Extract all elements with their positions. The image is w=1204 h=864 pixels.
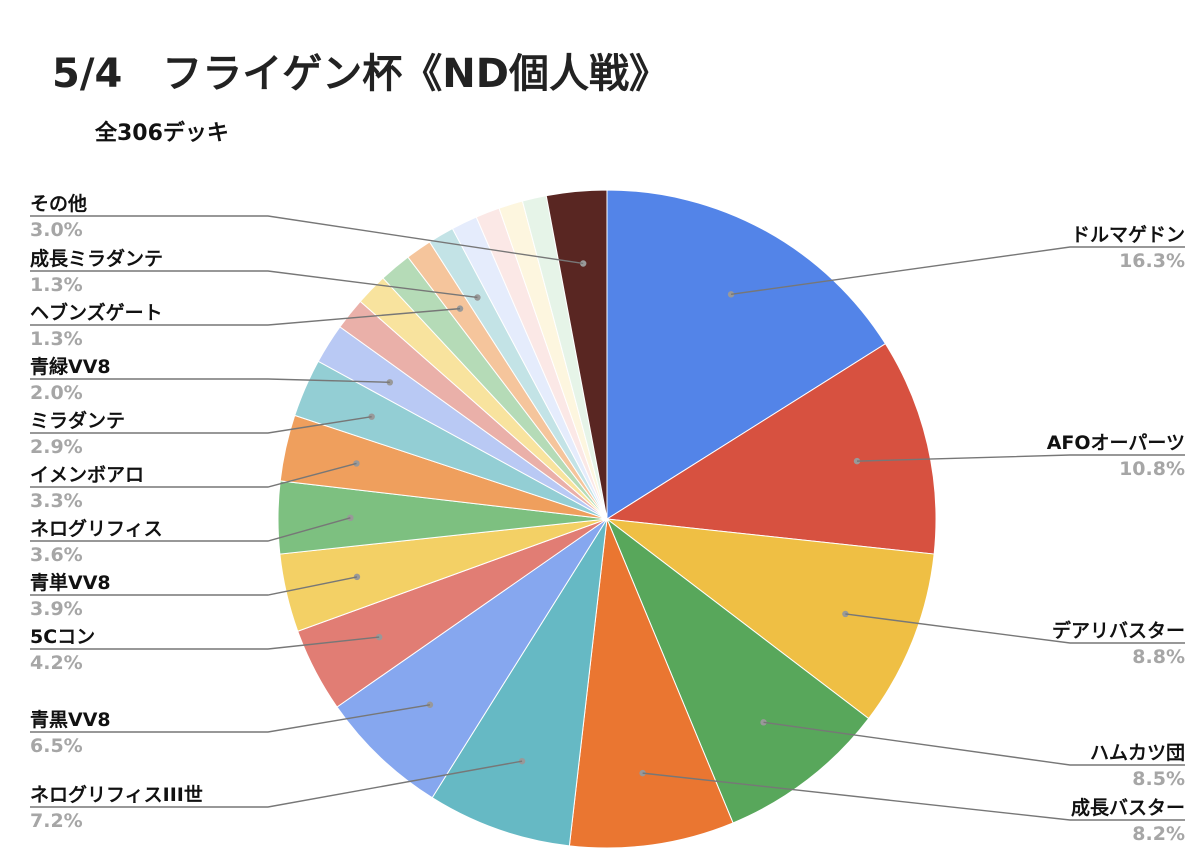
slice-5 (431, 518, 608, 847)
slice-label-name: その他 (30, 192, 87, 215)
slice-label-name: 青黒VV8 (30, 709, 111, 731)
slice-label-name: イメンボアロ (30, 464, 144, 486)
slice-label-name: 青緑VV8 (30, 355, 111, 378)
leader-line (30, 760, 523, 808)
slice-label-name: ミラダンテ (30, 409, 125, 432)
leader-line (763, 721, 1185, 766)
slice-label-name: 5Cコン (30, 626, 95, 648)
slice-2 (605, 518, 935, 720)
chart-title: 5/4 フライゲン杯《ND個人戦》 (52, 51, 669, 97)
leader-line (30, 636, 380, 650)
slice-label-name: 成長バスター (1071, 796, 1185, 819)
leader-line (30, 415, 372, 434)
chart-subtitle: 全306デッキ (94, 120, 229, 146)
slice-label-percent: 2.0% (30, 382, 83, 404)
slice-label-percent: 3.3% (30, 490, 83, 512)
leader-line (730, 246, 1185, 296)
leader-line (845, 613, 1185, 644)
leader-line (30, 270, 478, 299)
leader-line (30, 378, 390, 383)
leader-line (856, 454, 1185, 462)
slice-label-percent: 10.8% (1119, 458, 1185, 480)
slice-label-percent: 2.9% (30, 436, 83, 458)
slice-label-percent: 6.5% (30, 735, 83, 757)
slice-3 (605, 517, 870, 824)
leader-line (30, 215, 584, 265)
slice-label-name: ハムカツ団 (1090, 742, 1185, 764)
leader-line (30, 576, 358, 596)
slice-label-name: AFOオーパーツ (1047, 432, 1185, 454)
leader-line (30, 462, 357, 488)
leader-line (30, 704, 431, 733)
slice-label-percent: 1.3% (30, 328, 83, 350)
slice-label-name: ネログリフィスIII世 (30, 783, 203, 806)
slice-label-percent: 3.0% (30, 219, 83, 241)
slice-label-percent: 4.2% (30, 652, 83, 674)
slice-label-percent: 3.9% (30, 598, 83, 620)
slice-label-name: デアリバスター (1052, 619, 1185, 642)
slice-6 (336, 518, 608, 799)
slice-22 (545, 189, 608, 520)
slice-label-percent: 1.3% (30, 274, 83, 296)
leader-line (30, 517, 351, 542)
slice-label-name: 成長ミラダンテ (30, 247, 163, 270)
slice-1 (605, 343, 937, 555)
slice-label-percent: 8.2% (1132, 823, 1185, 845)
slice-label-percent: 8.5% (1132, 768, 1185, 790)
leader-line (30, 307, 461, 326)
slice-label-percent: 3.6% (30, 544, 83, 566)
slice-label-percent: 7.2% (30, 810, 83, 832)
slice-label-name: ドルマゲドン (1071, 224, 1185, 246)
leader-lines (30, 215, 1185, 821)
slice-labels: ドルマゲドン 16.3% AFOオーパーツ 10.8% デアリバスター 8.8% ハムカツ団… (30, 192, 1185, 845)
pie-slices (277, 189, 937, 849)
slice-label-percent: 16.3% (1119, 250, 1185, 272)
slice-label-name: 青単VV8 (30, 571, 111, 594)
slice-label-name: ヘブンズゲート (30, 301, 163, 324)
slice-4 (568, 517, 734, 849)
slice-label-percent: 8.8% (1132, 646, 1185, 668)
slice-0 (606, 189, 887, 520)
leader-line (642, 772, 1185, 821)
slice-label-name: ネログリフィス (30, 517, 163, 540)
